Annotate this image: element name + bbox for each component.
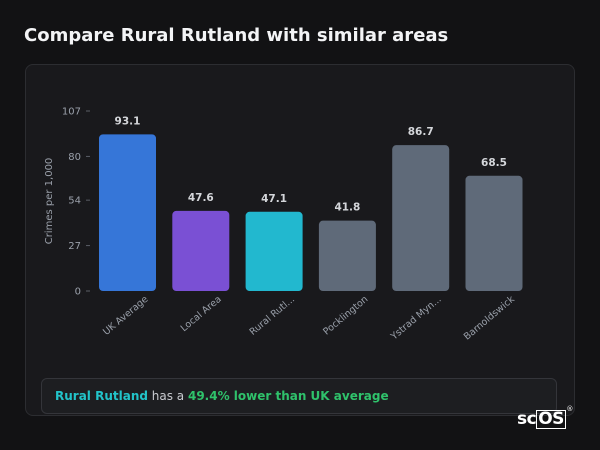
x-tick-label: Rural Rutl...: [248, 294, 297, 338]
bar[interactable]: [465, 175, 523, 291]
bar[interactable]: [245, 211, 303, 291]
scos-logo: sc OS ®: [517, 405, 573, 430]
y-tick-label: 27: [68, 241, 81, 252]
logo-prefix: sc: [517, 409, 537, 429]
logo-boxed-text: OS: [536, 409, 566, 429]
bar-value-label: 47.6: [188, 192, 214, 204]
x-axis-labels: UK Average Local Area Rural Rutl... Pocklin…: [101, 294, 517, 343]
bar[interactable]: [392, 145, 450, 291]
bar[interactable]: [99, 134, 156, 291]
y-tick-label: 54: [68, 196, 81, 207]
x-tick-label: UK Average: [101, 294, 150, 338]
comparison-summary: Rural Rutland has a 49.4% lower than UK …: [41, 378, 557, 414]
value-labels: 93.1 47.6 47.1 41.8 86.7 68.5: [115, 115, 507, 213]
bar-value-label: 93.1: [115, 115, 141, 127]
y-tick-label: 80: [68, 152, 81, 163]
bar-value-label: 68.5: [481, 157, 507, 169]
summary-comparison: 49.4% lower than UK average: [187, 389, 389, 403]
x-tick-label: Local Area: [179, 294, 224, 334]
bars: [99, 134, 523, 291]
x-tick-label: Barnoldswick: [462, 294, 517, 343]
bar[interactable]: [172, 210, 230, 291]
bar-value-label: 41.8: [334, 202, 360, 214]
y-tick-label: 0: [75, 287, 81, 298]
registered-mark: ®: [566, 405, 573, 413]
page-title: Compare Rural Rutland with similar areas: [24, 25, 449, 46]
summary-area-name: Rural Rutland: [55, 389, 148, 403]
y-axis: 0 27 54 80 107: [62, 107, 90, 298]
y-tick-label: 107: [62, 107, 81, 118]
bar-value-label: 86.7: [408, 126, 434, 138]
x-tick-label: Pocklington: [321, 294, 370, 338]
bar-value-label: 47.1: [261, 193, 287, 205]
x-tick-label: Ystrad Myn...: [388, 294, 443, 343]
bar[interactable]: [318, 220, 376, 291]
y-axis-label: Crimes per 1,000: [44, 158, 55, 245]
summary-middle-text: has a: [147, 389, 188, 403]
